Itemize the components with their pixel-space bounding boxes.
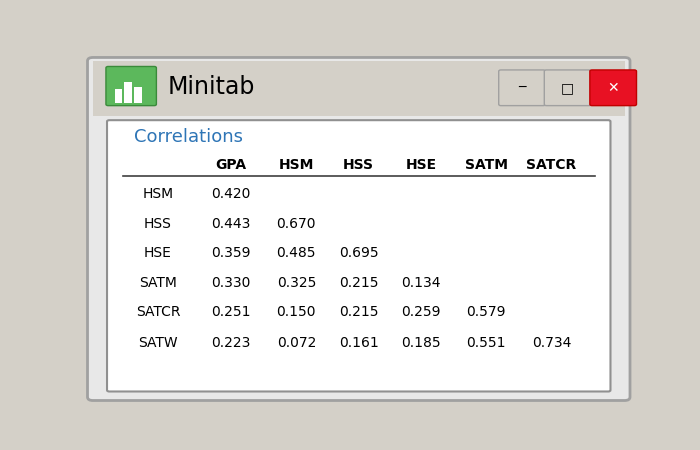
Text: 0.150: 0.150 — [276, 305, 316, 319]
Text: 0.215: 0.215 — [339, 276, 379, 290]
Text: HSM: HSM — [143, 187, 174, 201]
Text: 0.551: 0.551 — [466, 336, 506, 351]
Text: □: □ — [561, 81, 574, 95]
Text: 0.443: 0.443 — [211, 217, 251, 231]
Text: 0.330: 0.330 — [211, 276, 251, 290]
Text: 0.325: 0.325 — [276, 276, 316, 290]
Text: Correlations: Correlations — [134, 128, 243, 146]
Text: ─: ─ — [518, 81, 526, 94]
FancyBboxPatch shape — [107, 120, 610, 392]
FancyBboxPatch shape — [498, 70, 545, 106]
Text: Minitab: Minitab — [168, 75, 256, 99]
Text: SATM: SATM — [465, 158, 508, 172]
Text: 0.161: 0.161 — [339, 336, 379, 351]
FancyBboxPatch shape — [88, 58, 630, 400]
Text: 0.695: 0.695 — [339, 246, 379, 260]
Text: 0.734: 0.734 — [532, 336, 571, 351]
Text: 0.485: 0.485 — [276, 246, 316, 260]
Text: HSS: HSS — [343, 158, 374, 172]
Text: HSE: HSE — [405, 158, 437, 172]
Text: 0.185: 0.185 — [401, 336, 441, 351]
Text: GPA: GPA — [216, 158, 247, 172]
FancyBboxPatch shape — [93, 61, 624, 117]
FancyBboxPatch shape — [545, 70, 591, 106]
Text: 0.072: 0.072 — [276, 336, 316, 351]
Bar — [115, 89, 122, 103]
Text: SATCR: SATCR — [526, 158, 577, 172]
FancyBboxPatch shape — [106, 67, 156, 106]
Bar — [125, 82, 132, 103]
Text: 0.259: 0.259 — [401, 305, 441, 319]
Text: SATW: SATW — [138, 336, 178, 351]
Text: HSM: HSM — [279, 158, 314, 172]
Text: 0.223: 0.223 — [211, 336, 251, 351]
Text: HSS: HSS — [144, 217, 172, 231]
Text: 0.579: 0.579 — [466, 305, 506, 319]
Text: 0.420: 0.420 — [211, 187, 251, 201]
Text: 0.251: 0.251 — [211, 305, 251, 319]
FancyBboxPatch shape — [590, 70, 636, 106]
Text: 0.215: 0.215 — [339, 305, 379, 319]
Text: 0.134: 0.134 — [401, 276, 441, 290]
Bar — [134, 87, 141, 103]
Text: SATCR: SATCR — [136, 305, 181, 319]
Text: SATM: SATM — [139, 276, 177, 290]
Text: ✕: ✕ — [608, 81, 619, 95]
Text: HSE: HSE — [144, 246, 172, 260]
Text: 0.670: 0.670 — [276, 217, 316, 231]
Text: 0.359: 0.359 — [211, 246, 251, 260]
